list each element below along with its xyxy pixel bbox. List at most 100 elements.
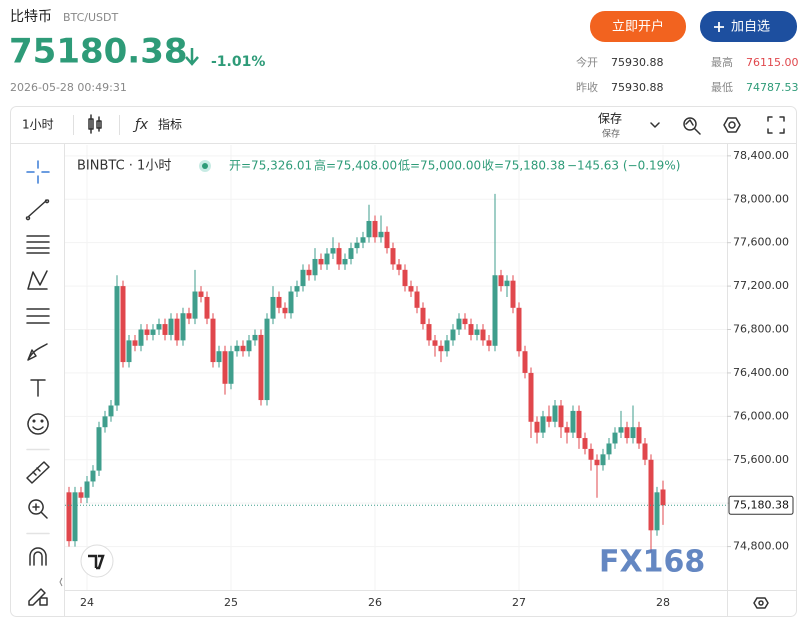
indicators[interactable]: 指标 — [158, 117, 182, 132]
text-tool[interactable] — [30, 379, 46, 397]
candle-body — [108, 405, 114, 417]
candle-body — [660, 489, 666, 506]
zoom-tool[interactable] — [28, 499, 48, 519]
brush-tool[interactable] — [27, 343, 48, 361]
y-tick-label: 76,400.00 — [733, 366, 789, 379]
chevron[interactable] — [650, 122, 660, 128]
candle-body — [564, 427, 570, 433]
candle-body — [576, 410, 582, 439]
candle-body — [306, 269, 312, 276]
candle-body — [504, 280, 510, 287]
crosshair-tool[interactable] — [26, 160, 50, 184]
y-tick-label: 78,400.00 — [733, 149, 789, 162]
candle-body — [114, 286, 120, 406]
candle-body — [126, 340, 132, 363]
interval[interactable]: 1小时 — [22, 118, 54, 132]
candle-body — [540, 416, 546, 433]
x-tick-label: 24 — [80, 596, 94, 609]
candle-body — [90, 470, 96, 482]
candle-body — [498, 275, 504, 287]
candle-body — [138, 329, 144, 346]
stat-label: 最高 — [711, 55, 733, 69]
candle-body — [444, 340, 450, 352]
candle-body — [348, 248, 354, 259]
candle-body — [288, 291, 294, 314]
candle-body — [624, 427, 630, 439]
alert-icon[interactable] — [683, 117, 701, 135]
candle-body — [516, 307, 522, 352]
legend-open: 开=75,326.01 — [229, 159, 312, 173]
projection-tool[interactable] — [26, 308, 50, 324]
candle-body — [600, 454, 606, 466]
candle-body — [486, 340, 492, 346]
candle-body — [84, 481, 90, 498]
tools — [25, 160, 50, 606]
fx-icon[interactable]: ƒx — [132, 117, 149, 133]
candle-body — [144, 329, 150, 335]
candle-body — [534, 421, 540, 433]
candle-body — [186, 313, 192, 319]
candle-body — [420, 307, 426, 325]
candle-body — [462, 318, 468, 325]
candle-body — [612, 432, 618, 444]
plot: 74,800.0075,200.0075,600.0076,000.0076,4… — [65, 145, 794, 609]
legend-symbol: BINBTC · 1小时 — [77, 159, 171, 174]
lock-tool[interactable] — [28, 588, 48, 606]
candle-body — [522, 351, 528, 373]
candle-body — [492, 275, 498, 346]
candle-body — [318, 258, 324, 265]
candle-body — [222, 351, 228, 384]
y-tick-label: 77,600.00 — [733, 236, 789, 249]
add-watch-button[interactable] — [700, 11, 797, 42]
candle-body — [510, 280, 516, 308]
candle-type-icon[interactable] — [88, 114, 102, 134]
candle-body — [480, 329, 486, 341]
last-price-label: 75,180.38 — [733, 498, 789, 511]
datetime: 2026-05-28 00:49:31 — [10, 81, 127, 94]
pair: BTC/USDT — [63, 11, 119, 24]
candle-body — [588, 448, 594, 460]
x-tick-label: 28 — [656, 596, 670, 609]
open-account-button[interactable] — [590, 11, 686, 42]
line-tool[interactable] — [25, 199, 50, 221]
stat-value: 75930.88 — [611, 56, 664, 69]
candle-body — [240, 345, 246, 352]
magnet-tool[interactable] — [29, 547, 47, 566]
ruler-tool[interactable] — [26, 461, 50, 484]
stat-label: 今开 — [576, 55, 598, 69]
candle-body — [570, 410, 576, 433]
candle-body — [378, 231, 384, 238]
candle-body — [258, 334, 264, 401]
y-tick-label: 78,000.00 — [733, 192, 789, 205]
candle-body — [210, 318, 216, 363]
candle-body — [180, 313, 186, 341]
candle-body — [630, 427, 636, 439]
collapse-handle[interactable] — [59, 577, 63, 587]
price: 75180.38 — [9, 32, 188, 72]
candle-body — [324, 253, 330, 265]
pattern-tool[interactable] — [27, 270, 48, 290]
candle-body — [552, 405, 558, 422]
candle-body — [270, 296, 276, 319]
candle-body — [594, 459, 600, 466]
candle-body — [216, 351, 222, 363]
candle-body — [396, 264, 402, 270]
save[interactable]: 保存 — [598, 112, 622, 126]
axis-settings-icon[interactable] — [753, 597, 769, 609]
candle-body — [192, 291, 198, 319]
emoji-tool[interactable] — [27, 413, 49, 435]
fullscreen-icon[interactable] — [767, 116, 785, 134]
fib-tool[interactable] — [26, 235, 50, 254]
candle-body — [402, 269, 408, 287]
candle-body — [438, 345, 444, 352]
candle-body — [264, 318, 270, 401]
x-tick-label: 26 — [368, 596, 382, 609]
candle-body — [354, 242, 360, 249]
settings-icon[interactable] — [723, 117, 741, 133]
y-tick-label: 74,800.00 — [733, 540, 789, 553]
stat-label: 最低 — [711, 81, 733, 94]
price-change: -1.01% — [211, 54, 265, 70]
candle-body — [558, 405, 564, 428]
status-dot-core — [202, 163, 208, 169]
candle-body — [426, 324, 432, 341]
